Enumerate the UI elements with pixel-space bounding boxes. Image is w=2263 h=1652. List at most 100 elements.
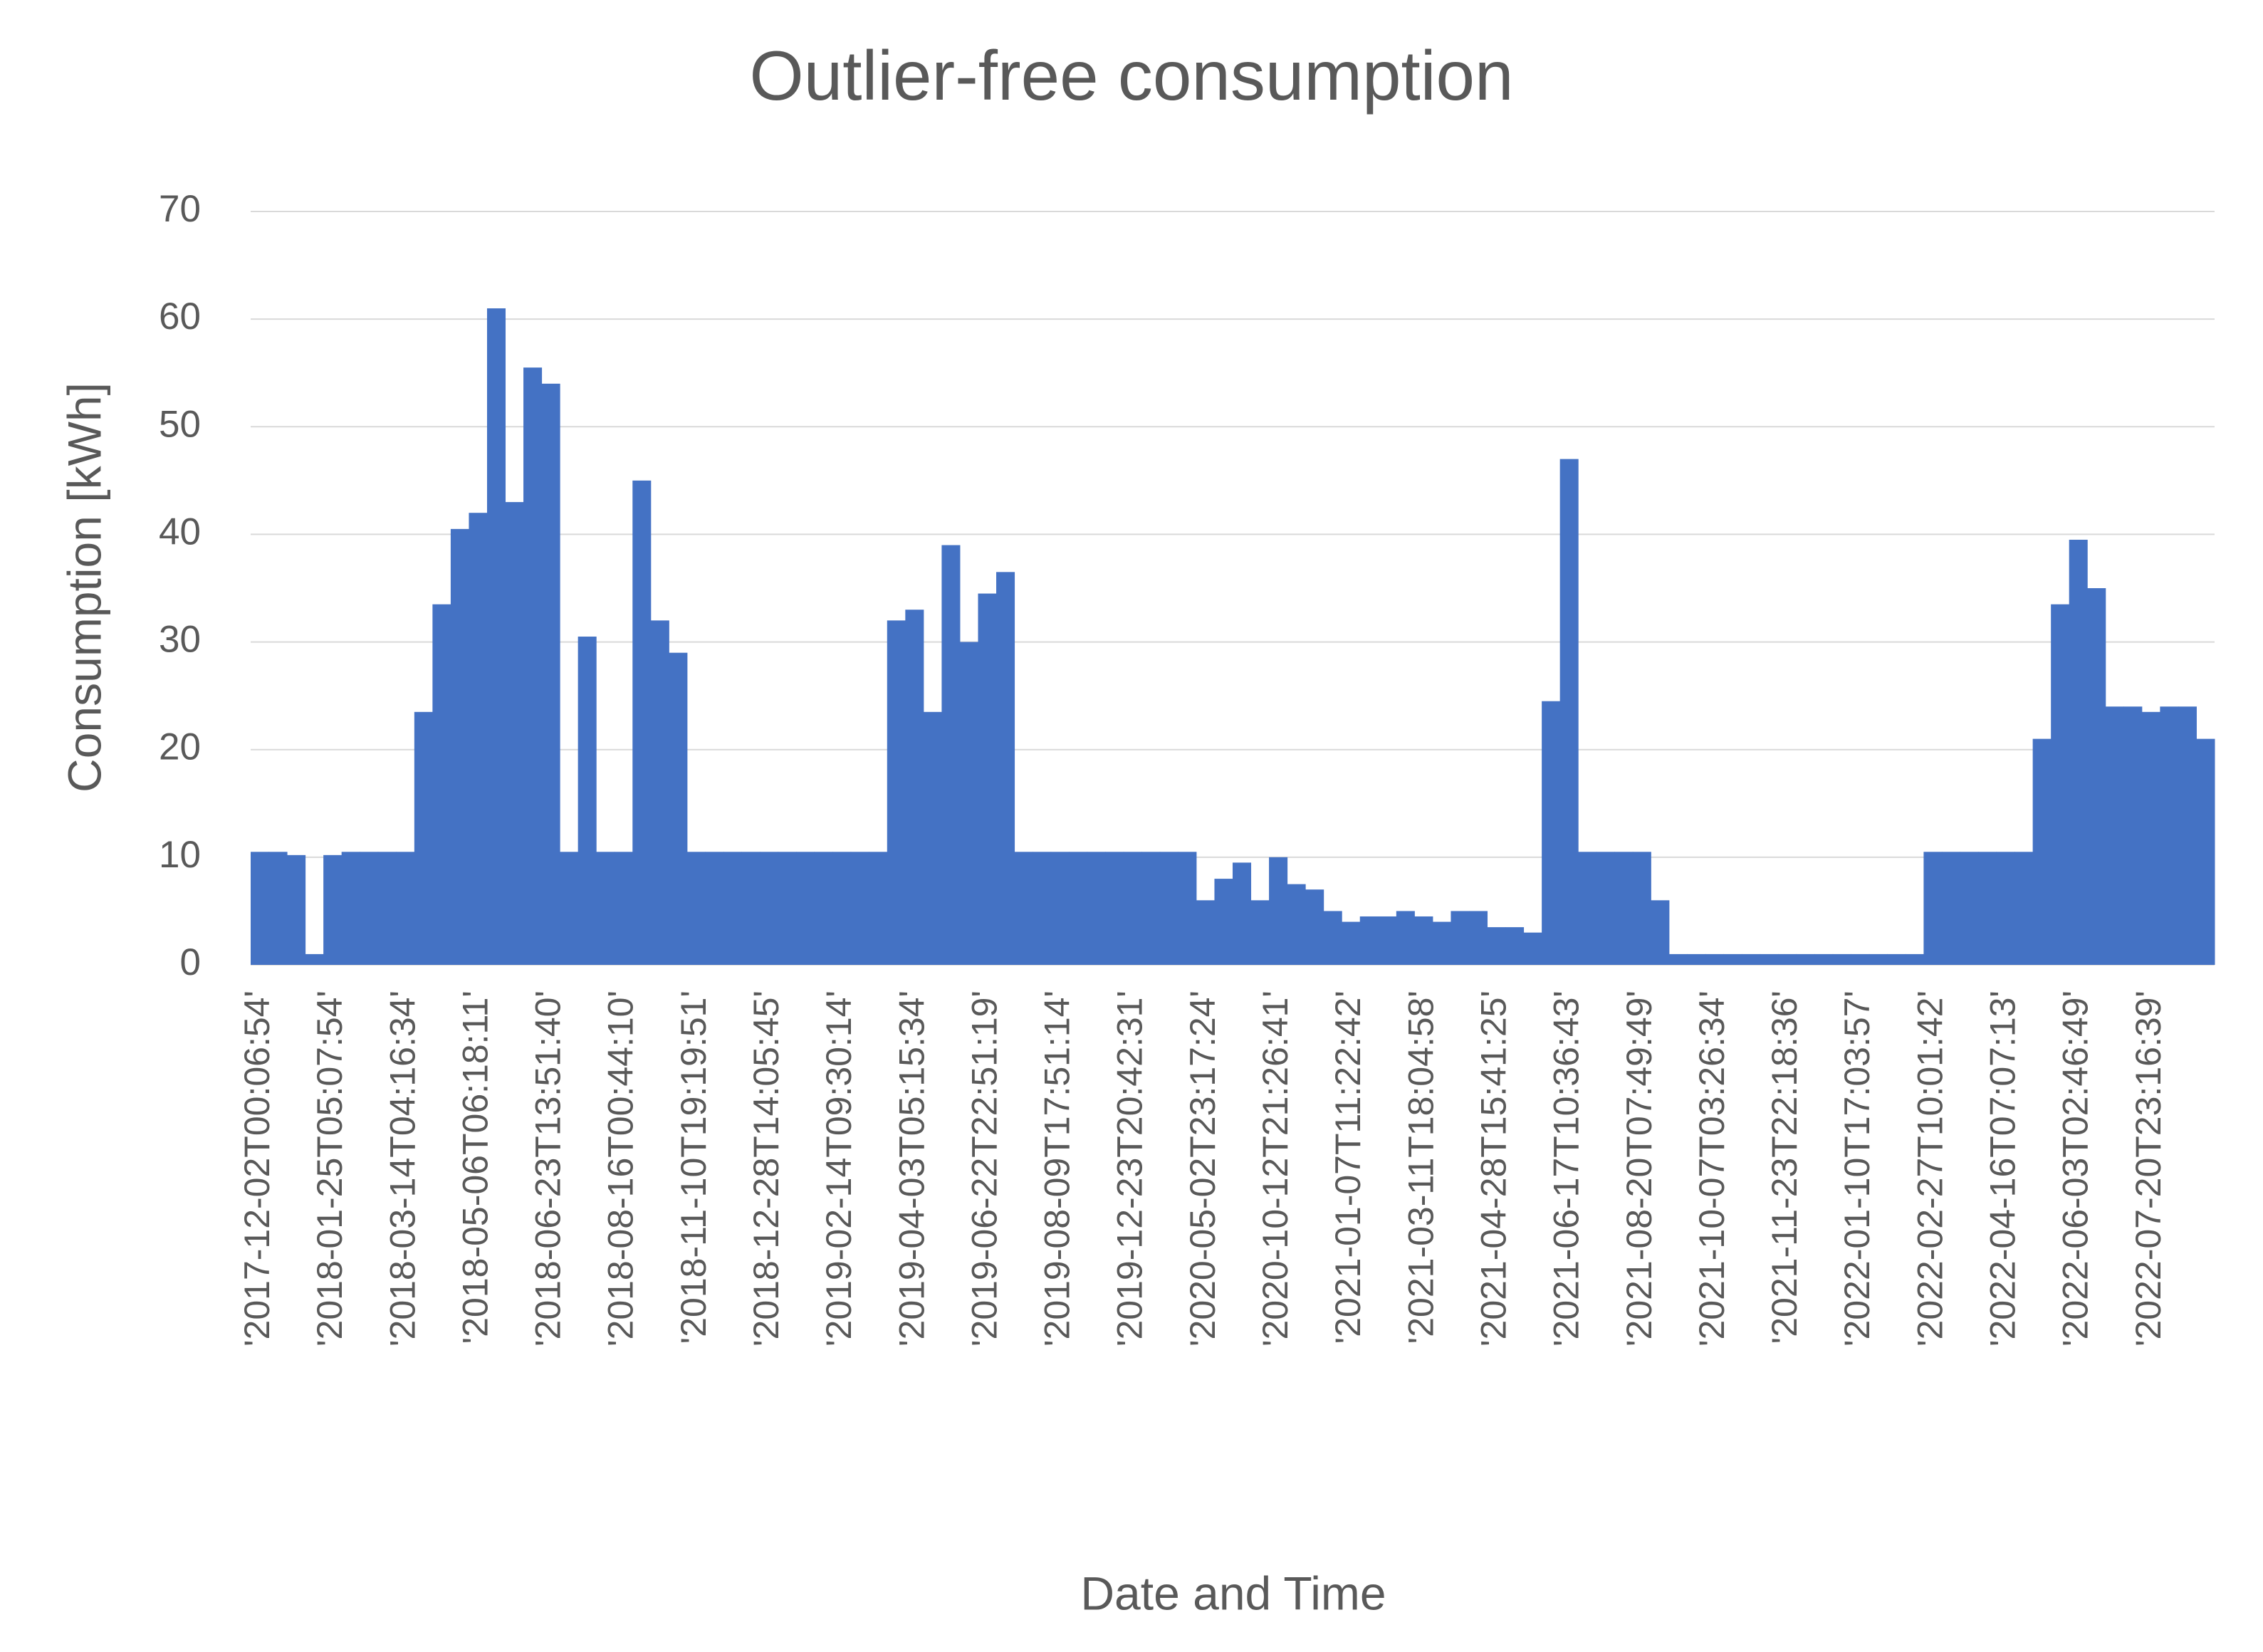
bar (2105, 706, 2124, 965)
x-tick-label: '2018-05-06T06:18:11' (455, 990, 495, 1344)
bar (1123, 852, 1142, 965)
bar (1342, 921, 1361, 965)
y-tick-label: 30 (159, 619, 201, 661)
bar (2051, 604, 2070, 965)
bar (1250, 900, 1270, 965)
bar (923, 711, 942, 965)
bar (1087, 852, 1106, 965)
x-tick-label: '2019-04-03T05:15:34' (892, 990, 931, 1347)
x-tick-label: '2021-10-07T03:26:34' (1692, 990, 1732, 1347)
x-axis-title: Date and Time (1080, 1567, 1386, 1619)
bar (941, 545, 961, 965)
bar (2032, 738, 2052, 965)
bar (632, 480, 652, 965)
bar (1614, 852, 1634, 965)
bar (723, 852, 742, 965)
bar (850, 852, 869, 965)
bar (2014, 852, 2034, 965)
bar (1760, 953, 1779, 965)
bar (669, 652, 688, 965)
bar (1687, 953, 1706, 965)
x-tick-label: '2018-03-14T04:16:34' (382, 990, 422, 1347)
x-tick-label: '2018-06-23T13:51:40' (528, 990, 568, 1347)
bar (1814, 953, 1834, 965)
bar (1978, 852, 1997, 965)
bar (796, 852, 815, 965)
bar (1323, 911, 1342, 965)
bar (2160, 706, 2179, 965)
x-tick-label: '2022-06-03T02:46:49' (2056, 990, 2096, 1347)
bar (1487, 927, 1506, 965)
bar (377, 852, 397, 965)
y-tick-label: 50 (159, 403, 201, 445)
bar (1214, 879, 1233, 965)
bar (905, 610, 924, 965)
bar (251, 852, 270, 965)
x-tick-label: '2019-02-14T09:30:14' (819, 990, 859, 1347)
bar (414, 711, 433, 965)
bar (2178, 706, 2197, 965)
y-tick-label: 20 (159, 726, 201, 768)
bar (268, 852, 288, 965)
x-tick-label: '2021-11-23T22:18:36' (1765, 990, 1804, 1344)
x-tick-label: '2021-06-17T10:36:43' (1547, 990, 1587, 1347)
bar (1705, 953, 1724, 965)
bar (2196, 738, 2215, 965)
bar (1796, 953, 1815, 965)
bar (1923, 852, 1943, 965)
x-tick-label: '2018-11-10T19:19:51' (674, 990, 714, 1344)
bar (1578, 852, 1597, 965)
bar (1559, 459, 1579, 965)
bar (323, 854, 343, 965)
x-tick-label: '2021-01-07T11:22:42' (1328, 990, 1368, 1344)
x-tick-label: '2022-04-16T07:07:13' (1983, 990, 2023, 1347)
bar (1033, 852, 1052, 965)
bar (2087, 588, 2106, 965)
bar (959, 642, 978, 965)
bar (1632, 852, 1651, 965)
x-tick-label: '2018-12-28T14:05:45' (746, 990, 786, 1347)
bar (1851, 953, 1870, 965)
bar (614, 852, 633, 965)
y-tick-label: 10 (159, 834, 201, 876)
bar (1596, 852, 1615, 965)
bar (1832, 953, 1851, 965)
bar (577, 637, 597, 965)
bar (1396, 911, 1415, 965)
x-tick-label: '2019-08-09T17:51:14' (1038, 990, 1077, 1347)
bar (1668, 953, 1688, 965)
bar (1941, 852, 1960, 965)
bar (887, 620, 906, 965)
bar (1014, 852, 1033, 965)
bar (287, 854, 306, 965)
bar (832, 852, 852, 965)
x-tick-label: '2019-06-22T22:51:19' (964, 990, 1004, 1347)
bar (1432, 921, 1451, 965)
x-tick-label: '2022-07-20T23:16:39' (2128, 990, 2168, 1347)
bar (1141, 852, 1161, 965)
bar (996, 572, 1015, 965)
bar (1887, 953, 1906, 965)
x-tick-label: '2019-12-23T20:42:31' (1110, 990, 1150, 1347)
x-tick-label: '2022-01-10T17:03:57' (1837, 990, 1877, 1347)
bar (650, 620, 669, 965)
x-tick-label: '2018-01-25T05:07:54' (310, 990, 350, 1347)
x-tick-label: '2017-12-02T00:06:54' (237, 990, 277, 1347)
bar (1542, 701, 1561, 965)
bar (686, 852, 706, 965)
bar (1178, 852, 1197, 965)
x-tick-label: '2020-10-12T21:26:41' (1255, 990, 1295, 1347)
bar (1651, 900, 1670, 965)
bar (1359, 916, 1379, 965)
x-tick-label: '2021-04-28T15:41:25' (1473, 990, 1513, 1347)
bar (1069, 852, 1088, 965)
bar (1523, 932, 1542, 965)
bar (869, 852, 888, 965)
x-tick-label: '2022-02-27T10:01:42' (1910, 990, 1950, 1347)
bar (305, 953, 324, 965)
bar (778, 852, 797, 965)
bar (486, 308, 506, 965)
bar (360, 852, 379, 965)
